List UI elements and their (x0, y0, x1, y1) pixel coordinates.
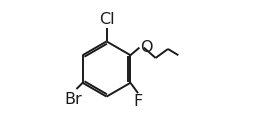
Text: F: F (133, 94, 143, 109)
Text: O: O (140, 40, 153, 55)
Text: Br: Br (64, 92, 82, 108)
Text: Cl: Cl (99, 12, 114, 27)
